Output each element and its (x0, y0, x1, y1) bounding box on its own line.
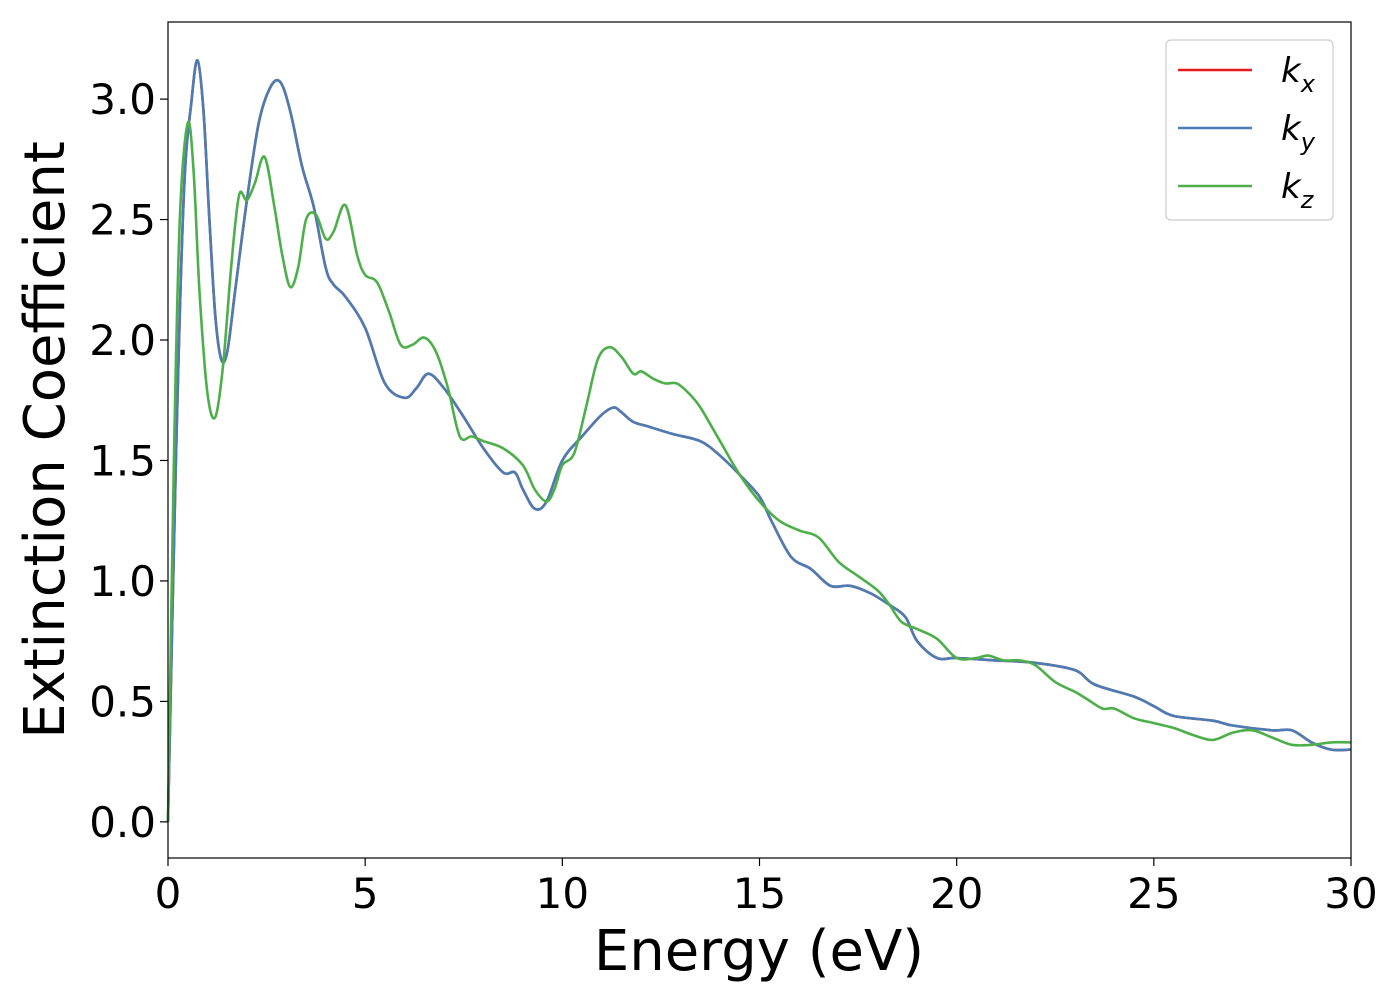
x-tick-label: 25 (1127, 869, 1180, 918)
y-tick-label: 1.0 (89, 557, 156, 606)
y-tick-label: 2.0 (89, 316, 156, 365)
y-tick-label: 3.0 (89, 75, 156, 124)
y-tick-label: 1.5 (89, 436, 156, 485)
x-tick-label: 0 (155, 869, 182, 918)
x-tick-label: 20 (930, 869, 983, 918)
legend: kx ky kz (1165, 39, 1334, 221)
legend-box (1165, 39, 1334, 221)
x-tick-label: 15 (733, 869, 786, 918)
x-tick-label: 30 (1324, 869, 1377, 918)
y-tick-label: 0.0 (89, 798, 156, 847)
y-axis-title: Extinction Coefficient (13, 141, 78, 739)
y-tick-label: 0.5 (89, 677, 156, 726)
series-line-z (166, 120, 1352, 822)
legend-label-z: kz (1281, 167, 1315, 214)
x-axis: 0 5 10 15 20 25 30 (155, 858, 1378, 918)
legend-label-x: kx (1281, 51, 1316, 98)
series-layer (166, 59, 1352, 822)
legend-label-y: ky (1281, 109, 1316, 156)
y-axis: 0.0 0.5 1.0 1.5 2.0 2.5 3.0 (89, 75, 168, 847)
x-tick-label: 5 (352, 869, 379, 918)
x-axis-title: Energy (eV) (594, 919, 924, 984)
x-tick-label: 10 (536, 869, 589, 918)
y-tick-label: 2.5 (89, 196, 156, 245)
